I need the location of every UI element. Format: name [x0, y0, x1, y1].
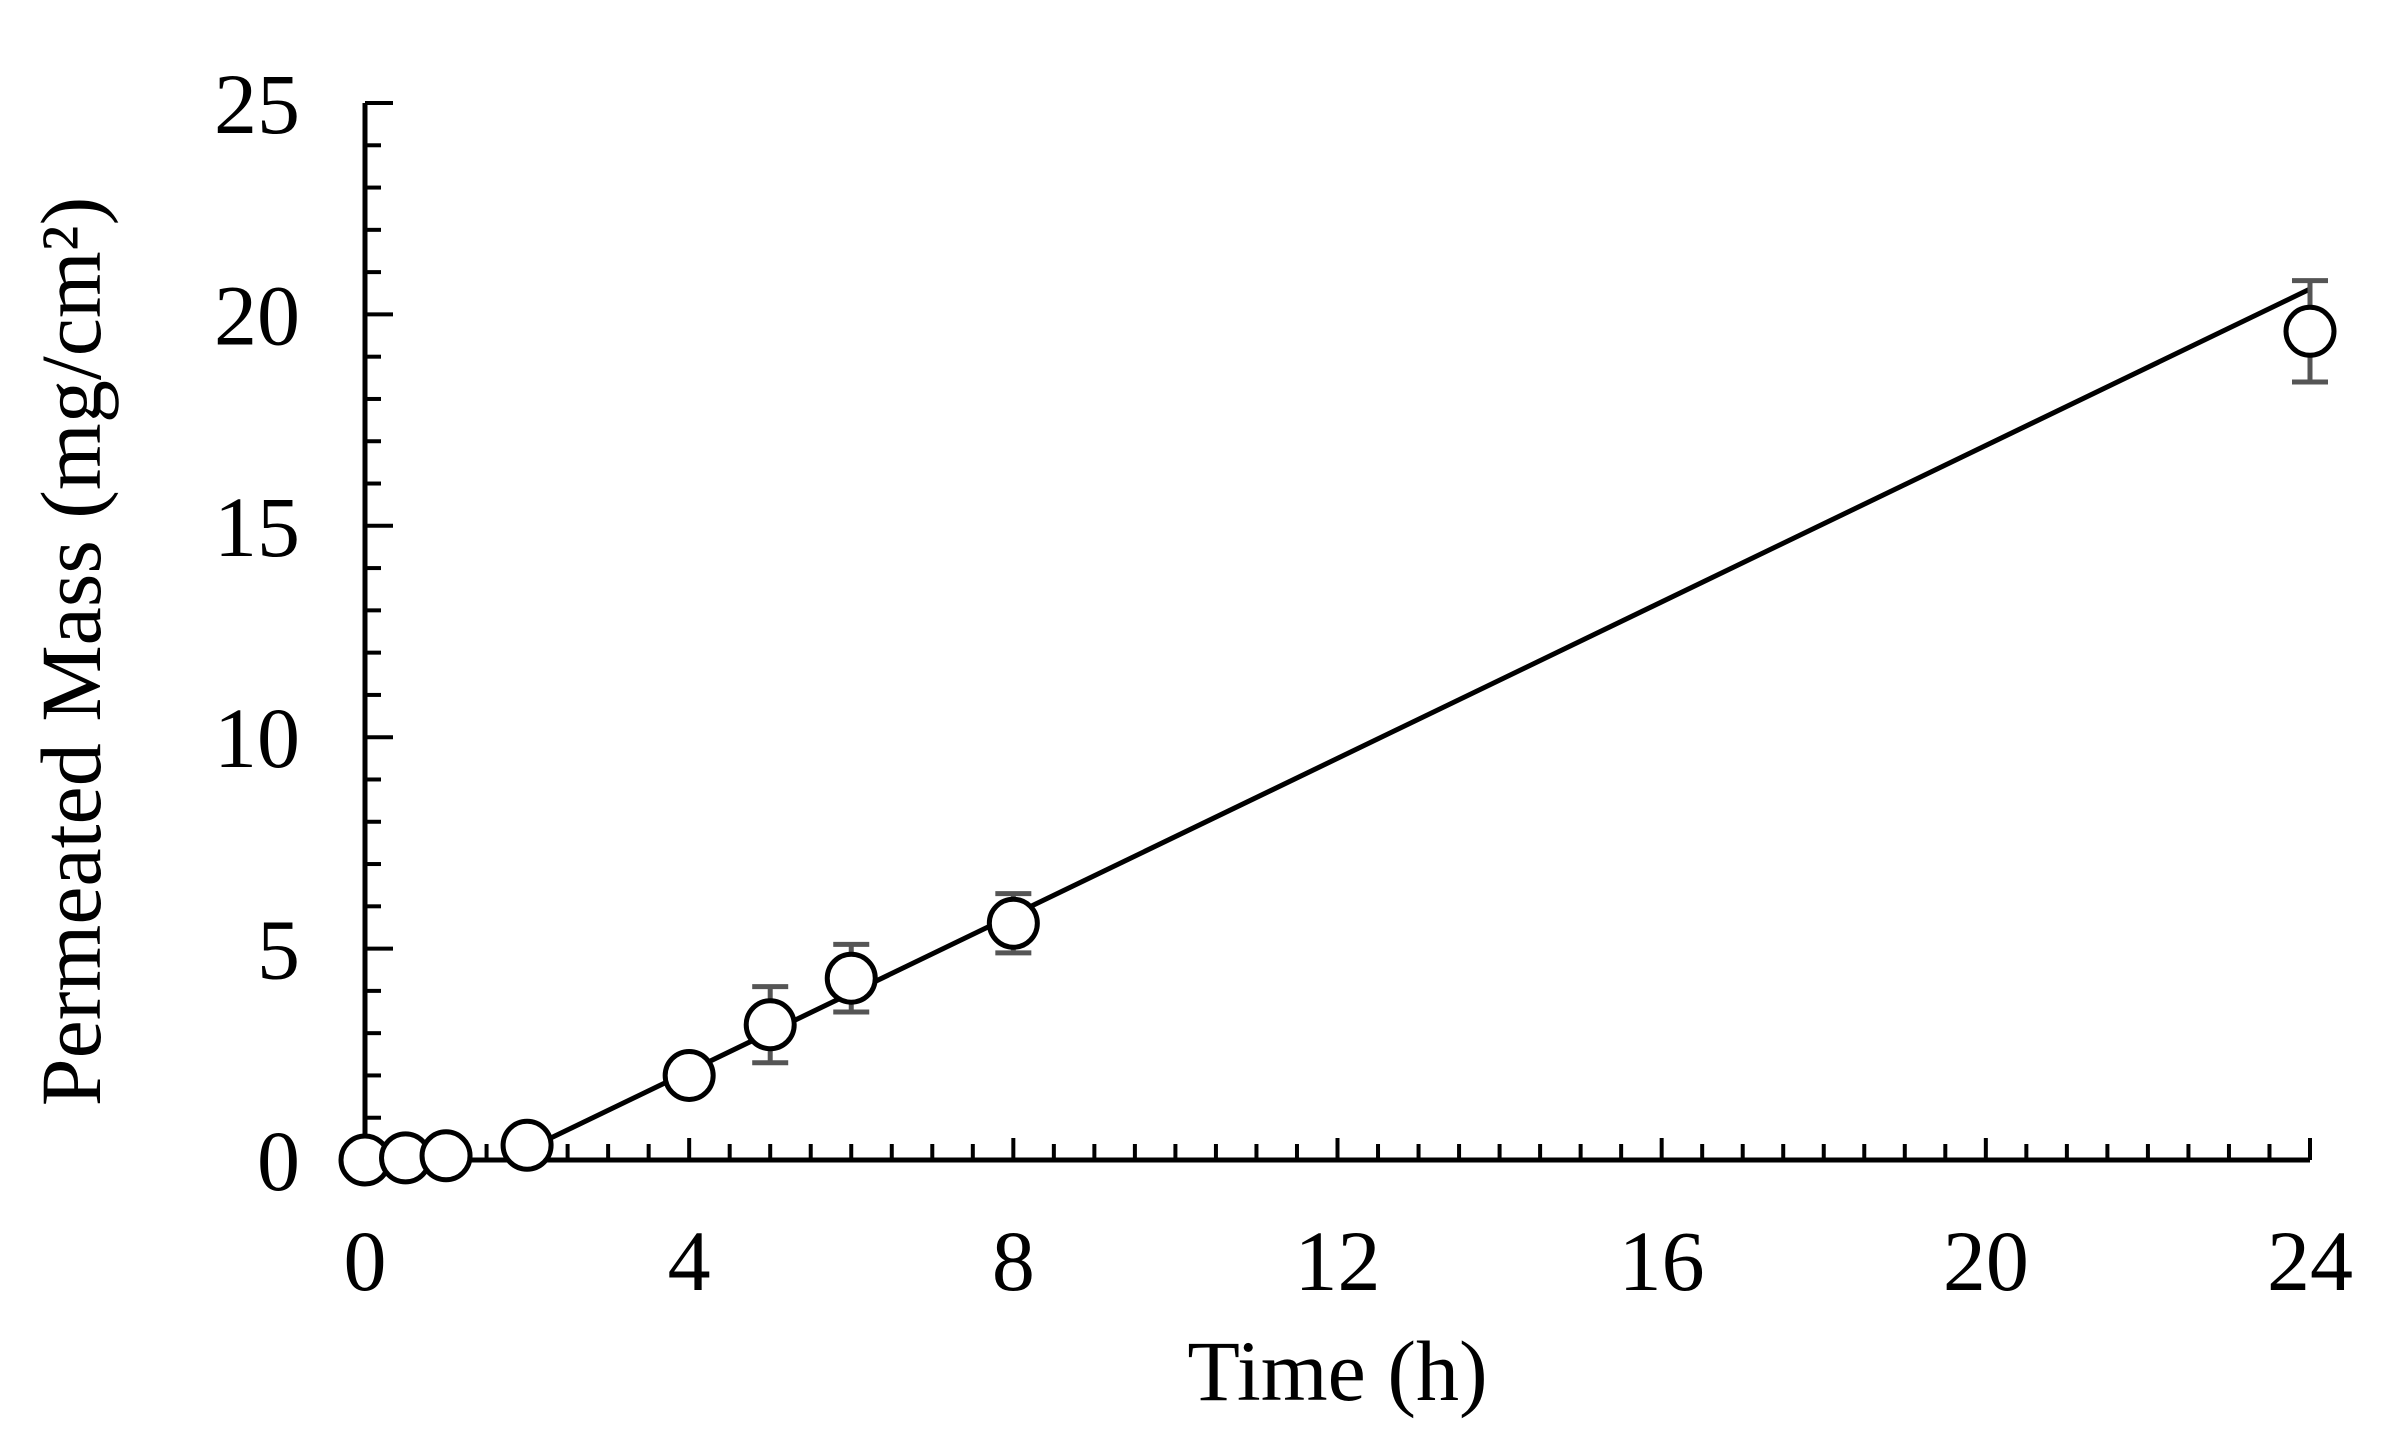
data-point	[419, 1129, 473, 1183]
data-points-group	[338, 304, 2337, 1187]
x-tick-label: 4	[668, 1213, 711, 1309]
data-point	[500, 1118, 554, 1172]
data-point	[662, 1048, 716, 1102]
x-tick-label: 24	[2267, 1213, 2353, 1309]
data-point	[743, 998, 797, 1052]
x-tick-label: 0	[344, 1213, 387, 1309]
data-point	[824, 951, 878, 1005]
x-tick-label: 12	[1295, 1213, 1381, 1309]
data-point	[986, 896, 1040, 950]
y-tick-label: 25	[214, 56, 300, 152]
x-tick-label: 8	[992, 1213, 1035, 1309]
y-tick-label: 15	[214, 479, 300, 575]
axes-group: 0 4 8 12 16 20 24 0 5 10 15 20 25	[214, 56, 2353, 1309]
x-tick-label: 20	[1943, 1213, 2029, 1309]
y-tick-label: 20	[214, 267, 300, 363]
fit-line	[525, 286, 2312, 1152]
fit-line-group	[525, 286, 2312, 1152]
x-axis-title: Time (h)	[1187, 1323, 1487, 1419]
y-axis-title: Permeated Mass (mg/cm²)	[23, 197, 119, 1106]
data-point	[2283, 304, 2337, 358]
y-tick-label: 0	[257, 1113, 300, 1209]
y-tick-label: 10	[214, 690, 300, 786]
x-tick-label: 16	[1619, 1213, 1705, 1309]
y-tick-label: 5	[257, 902, 300, 998]
error-bars-group	[752, 278, 2328, 1066]
